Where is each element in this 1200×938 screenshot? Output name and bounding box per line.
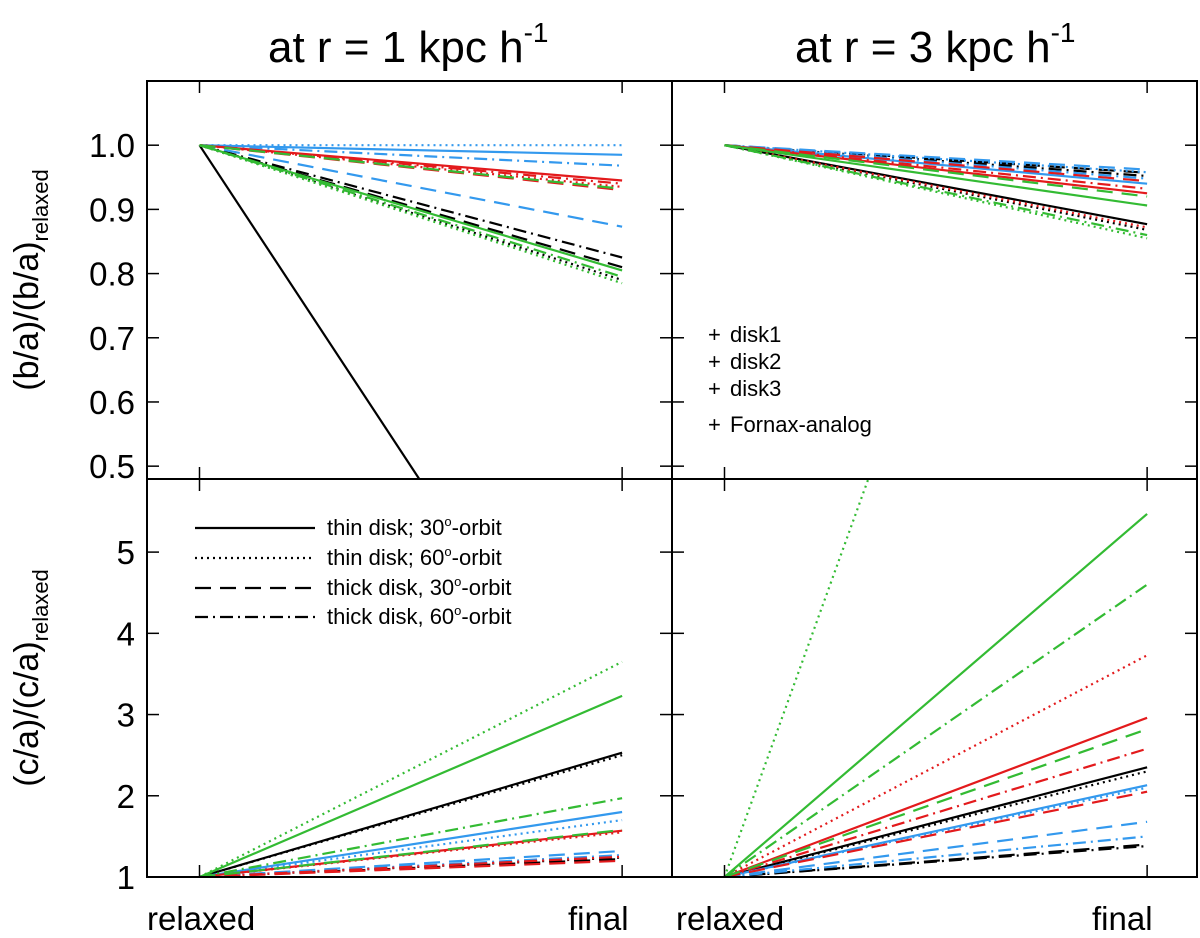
color-legend-label-disk2: disk2 <box>730 349 781 374</box>
series-line-disk2-thin-30 <box>724 144 1148 185</box>
xtick-label-relaxed-right: relaxed <box>676 900 784 937</box>
series-line-disk1-thin-60 <box>724 770 1148 877</box>
ylabel-bottom: (c/a)/(c/a)relaxed <box>8 569 53 787</box>
panel-frame <box>671 478 1198 878</box>
color-legend-label-disk1: disk1 <box>730 322 781 347</box>
series-line-disk1-thin-30 <box>724 144 1148 226</box>
panel-ba-3kpc <box>671 80 1198 480</box>
ytick-label: 0.8 <box>89 256 135 293</box>
series-line-disk3-thick-30 <box>724 144 1148 183</box>
series-line-fornax-thin-60 <box>199 144 623 285</box>
series-line-fornax-thick-60 <box>199 797 623 877</box>
series-line-fornax-thick-60 <box>199 144 623 278</box>
style-legend-label-dashdot: thick disk, 60o-orbit <box>327 603 512 629</box>
color-legend-marker-disk3: + <box>708 376 721 401</box>
series-line-fornax-thick-60 <box>723 583 1148 877</box>
series-line-disk3-thick-30 <box>199 859 623 877</box>
series-line-disk3-thick-60 <box>199 144 623 185</box>
series-line-fornax-thin-30 <box>724 144 1148 207</box>
series-line-disk1-thin-30 <box>198 144 421 479</box>
series-group <box>723 479 1148 877</box>
series-line-disk2-thick-60 <box>724 144 1148 180</box>
ytick-label: 4 <box>117 615 135 652</box>
ytick-label: 3 <box>117 697 135 734</box>
series-line-disk3-thin-60 <box>199 831 623 877</box>
style-legend-label-dotted: thin disk; 60o-orbit <box>327 544 502 570</box>
series-line-fornax-thin-60 <box>199 660 623 877</box>
ytick-label: 5 <box>117 534 135 571</box>
series-line-disk2-thin-30 <box>199 810 623 877</box>
series-line-disk3-thin-30 <box>724 716 1148 877</box>
ytick-label: 0.9 <box>89 191 135 228</box>
style-legend-label-dashed: thick disk, 30o-orbit <box>327 574 512 600</box>
series-line-fornax-thick-30 <box>724 728 1148 877</box>
series-line-disk3-thick-60 <box>724 747 1148 877</box>
series-line-disk1-thick-60 <box>199 144 623 259</box>
color-legend-marker-fornax: + <box>708 412 721 437</box>
series-line-disk2-thin-60 <box>199 819 623 877</box>
series-line-disk2-thin-60 <box>724 144 1148 174</box>
color-legend-label-disk3: disk3 <box>730 376 781 401</box>
series-line-fornax-thin-30 <box>723 513 1148 877</box>
panel-frame <box>146 80 673 480</box>
panel-ca-1kpc: 1 2 3 4 5 <box>117 478 673 896</box>
series-line-disk1-thick-60 <box>724 845 1148 877</box>
series-line-disk2-thick-30 <box>199 849 623 877</box>
ytick-label: 1 <box>117 859 135 896</box>
series-line-disk3-thin-30 <box>724 144 1148 195</box>
series-line-disk3-thick-60 <box>199 855 623 877</box>
color-legend-marker-disk2: + <box>708 349 721 374</box>
series-line-disk3-thick-60 <box>724 144 1148 190</box>
series-line-disk3-thin-30 <box>199 144 623 182</box>
xtick-label-final-right: final <box>1092 900 1153 937</box>
panel-ba-1kpc: 0.5 0.6 0.7 0.8 0.9 1.0 <box>89 80 673 485</box>
series-group <box>724 144 1148 240</box>
series-line-disk2-thick-30 <box>724 820 1148 877</box>
series-group <box>198 144 623 479</box>
series-line-fornax-thin-30 <box>199 144 623 272</box>
title-right: at r = 3 kpc h-1 <box>795 17 1075 72</box>
series-line-disk3-thick-30 <box>724 790 1148 877</box>
series-line-fornax-thin-60 <box>724 144 1148 240</box>
series-line-fornax-thin-30 <box>199 694 623 877</box>
style-legend: thin disk; 30o-orbit thin disk; 60o-orbi… <box>195 514 512 629</box>
style-legend-label-solid: thin disk; 30o-orbit <box>327 514 502 540</box>
series-line-disk2-thin-30 <box>199 144 623 156</box>
series-line-fornax-thin-60 <box>723 479 870 877</box>
xtick-label-final-left: final <box>568 900 629 937</box>
series-line-disk2-thick-60 <box>199 144 623 167</box>
ytick-label: 0.5 <box>89 448 135 485</box>
series-line-disk2-thick-30 <box>724 144 1148 171</box>
color-legend-label-fornax: Fornax-analog <box>730 412 872 437</box>
ytick-label: 0.6 <box>89 384 135 421</box>
series-line-disk3-thin-60 <box>723 654 1148 877</box>
series-line-disk2-thick-60 <box>724 835 1148 877</box>
ytick-label: 0.7 <box>89 320 135 357</box>
series-line-fornax-thick-30 <box>199 144 623 190</box>
ylabel-top: (b/a)/(b/a)relaxed <box>8 169 53 390</box>
color-legend: + disk1 + disk2 + disk3 + Fornax-analog <box>708 322 872 437</box>
series-line-disk2-thick-30 <box>199 144 623 228</box>
series-group <box>199 660 623 877</box>
series-line-fornax-thick-60 <box>724 144 1148 237</box>
color-legend-marker-disk1: + <box>708 322 721 347</box>
series-line-disk1-thin-60 <box>199 754 623 877</box>
series-line-disk1-thick-60 <box>724 144 1148 178</box>
ytick-label: 1.0 <box>89 127 135 164</box>
title-left: at r = 1 kpc h-1 <box>268 17 548 72</box>
series-line-fornax-thick-30 <box>199 828 623 877</box>
ytick-label: 2 <box>117 778 135 815</box>
xtick-label-relaxed-left: relaxed <box>147 900 255 937</box>
panel-ca-3kpc <box>671 478 1198 878</box>
series-line-fornax-thick-30 <box>724 144 1148 198</box>
